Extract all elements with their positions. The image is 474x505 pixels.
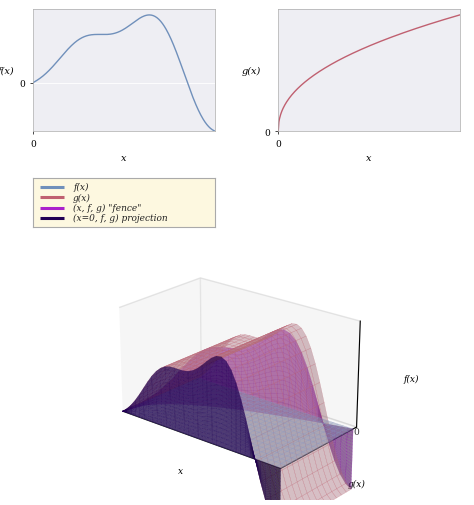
Y-axis label: f(x): f(x) (0, 66, 14, 75)
X-axis label: x: x (121, 154, 127, 163)
Text: f(x): f(x) (73, 183, 89, 192)
Y-axis label: g(x): g(x) (241, 66, 261, 75)
Text: (x=0, f, g) projection: (x=0, f, g) projection (73, 214, 168, 223)
X-axis label: x: x (366, 154, 372, 163)
Text: (x, f, g) "fence": (x, f, g) "fence" (73, 204, 142, 213)
Y-axis label: g(x): g(x) (348, 479, 366, 488)
X-axis label: x: x (178, 466, 183, 475)
Text: g(x): g(x) (73, 193, 91, 203)
